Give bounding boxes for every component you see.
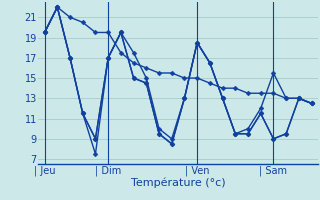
X-axis label: Température (°c): Température (°c) xyxy=(131,177,225,188)
